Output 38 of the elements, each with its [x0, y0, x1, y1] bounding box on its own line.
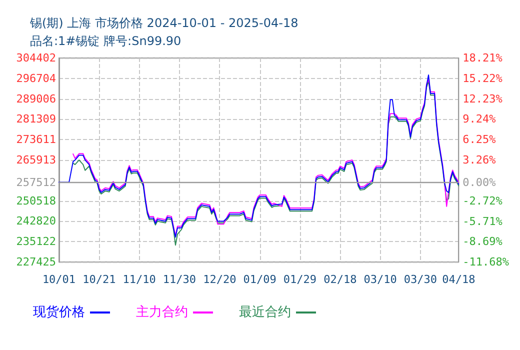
y2-tick-label: 6.25%	[462, 133, 496, 146]
legend-label: 主力合约	[136, 304, 188, 320]
y2-tick-label: -8.69%	[462, 235, 503, 248]
chart-subtitle: 品名:1#锡锭 牌号:Sn99.90	[30, 34, 182, 48]
y-tick-label: 289006	[16, 92, 56, 106]
x-tick-label: 01/29	[283, 273, 317, 286]
y-tick-label: 235122	[16, 235, 56, 248]
x-tick-label: 03/10	[364, 273, 397, 286]
y2-tick-label: -2.72%	[462, 194, 503, 208]
y-tick-label: 281309	[16, 112, 56, 126]
x-tick-label: 11/30	[162, 273, 196, 286]
y-tick-label: 296704	[16, 72, 56, 85]
y-tick-label: 227425	[16, 256, 56, 268]
y2-tick-label: 12.23%	[462, 92, 503, 106]
y2-tick-label: 18.21%	[462, 52, 503, 64]
x-tick-label: 03/30	[404, 273, 438, 286]
y-tick-label: 273611	[16, 133, 56, 146]
y-tick-label: 257512	[16, 176, 56, 189]
y2-tick-label: 3.26%	[462, 154, 496, 167]
y-tick-label: 304402	[16, 52, 56, 64]
y-tick-label: 265913	[16, 154, 56, 166]
x-tick-label: 01/09	[243, 273, 276, 286]
y2-tick-label: 15.22%	[462, 72, 503, 85]
chart-title: 锡(期) 上海 市场价格 2024-10-01 - 2025-04-18	[29, 16, 298, 30]
x-tick-label: 04/18	[442, 273, 476, 286]
x-tick-label: 02/18	[324, 273, 357, 286]
y2-tick-label: -5.71%	[462, 214, 503, 228]
legend-label: 现货价格	[33, 305, 85, 320]
x-tick-label: 10/21	[82, 273, 116, 286]
y-tick-label: 250518	[16, 194, 56, 208]
y-tick-label: 242820	[16, 214, 56, 228]
legend-label: 最近合约	[239, 305, 291, 320]
x-tick-label: 10/01	[42, 273, 76, 286]
y2-tick-label: 0.00%	[462, 176, 496, 189]
x-tick-label: 11/10	[122, 273, 156, 286]
x-tick-label: 12/20	[203, 273, 236, 286]
y2-tick-label: -11.68%	[462, 256, 510, 268]
y2-tick-label: 9.24%	[462, 112, 496, 126]
